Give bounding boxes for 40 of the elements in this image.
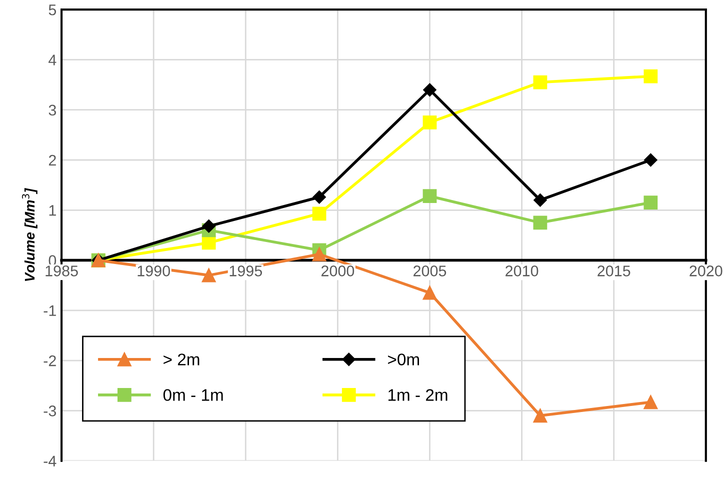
legend-label: 1m - 2m — [388, 389, 448, 401]
y-tick-label: 4 — [48, 54, 56, 66]
y-axis-title: Volume [Mm$^{3}$] — [22, 188, 38, 282]
y-tick-label: -3 — [44, 406, 56, 416]
point — [312, 190, 326, 204]
point — [312, 247, 326, 262]
y-tick-label: -4 — [44, 456, 56, 466]
point — [533, 216, 548, 230]
x-tick-label: 1990 — [138, 266, 170, 276]
point — [533, 75, 548, 90]
x-tick-label: 2015 — [598, 266, 630, 276]
point — [312, 206, 326, 221]
y-tick-label: 1 — [49, 205, 56, 216]
point — [422, 286, 437, 300]
y-tick-label: -1 — [44, 305, 56, 316]
point — [644, 153, 658, 167]
point — [534, 194, 547, 207]
point — [202, 220, 216, 233]
point — [644, 196, 658, 210]
point — [533, 408, 548, 423]
point — [644, 395, 658, 410]
legend-label: > 2m — [164, 354, 200, 366]
point — [202, 236, 216, 250]
x-tick-label: 2020 — [690, 266, 722, 276]
legend-label: 0m - 1m — [163, 389, 223, 401]
x-tick-label: 1995 — [230, 266, 262, 276]
x-tick-label: 2010 — [506, 266, 538, 276]
y-tick-label: 2 — [48, 154, 56, 166]
x-tick-label: 2000 — [321, 266, 354, 276]
legend-label: >0m — [388, 354, 419, 366]
point — [202, 268, 216, 282]
point — [423, 83, 436, 96]
x-tick-label: 1985 — [46, 266, 78, 276]
y-tick-label: -2 — [44, 355, 56, 366]
x-tick-label: 2005 — [414, 266, 446, 276]
point — [422, 189, 437, 204]
point — [644, 69, 658, 84]
y-tick-label: 3 — [48, 104, 56, 116]
y-tick-label: 5 — [48, 4, 56, 16]
point — [422, 115, 437, 130]
